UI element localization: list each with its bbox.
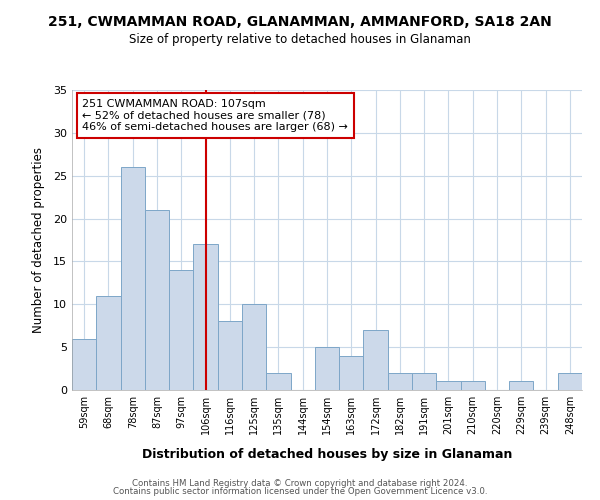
Bar [242, 304, 266, 390]
Text: Contains HM Land Registry data © Crown copyright and database right 2024.: Contains HM Land Registry data © Crown c… [132, 478, 468, 488]
Bar [96, 296, 121, 390]
Text: 251 CWMAMMAN ROAD: 107sqm
← 52% of detached houses are smaller (78)
46% of semi-: 251 CWMAMMAN ROAD: 107sqm ← 52% of detac… [82, 99, 348, 132]
Text: Size of property relative to detached houses in Glanaman: Size of property relative to detached ho… [129, 32, 471, 46]
Text: Contains public sector information licensed under the Open Government Licence v3: Contains public sector information licen… [113, 487, 487, 496]
Bar [461, 382, 485, 390]
X-axis label: Distribution of detached houses by size in Glanaman: Distribution of detached houses by size … [142, 448, 512, 461]
Y-axis label: Number of detached properties: Number of detached properties [32, 147, 44, 333]
Bar [364, 330, 388, 390]
Bar [72, 338, 96, 390]
Bar [339, 356, 364, 390]
Text: 251, CWMAMMAN ROAD, GLANAMMAN, AMMANFORD, SA18 2AN: 251, CWMAMMAN ROAD, GLANAMMAN, AMMANFORD… [48, 15, 552, 29]
Bar [169, 270, 193, 390]
Bar [436, 382, 461, 390]
Bar [388, 373, 412, 390]
Bar [412, 373, 436, 390]
Bar [193, 244, 218, 390]
Bar [121, 167, 145, 390]
Bar [558, 373, 582, 390]
Bar [218, 322, 242, 390]
Bar [509, 382, 533, 390]
Bar [315, 347, 339, 390]
Bar [266, 373, 290, 390]
Bar [145, 210, 169, 390]
